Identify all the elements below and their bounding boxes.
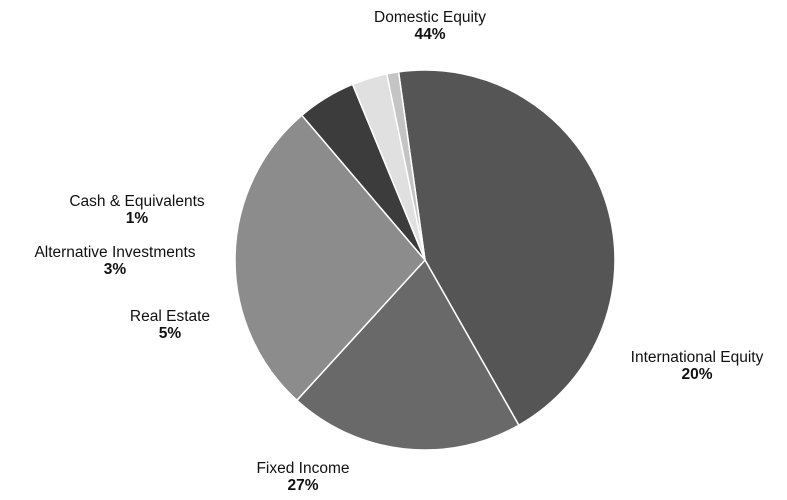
slice-cash-and-equivalents xyxy=(385,71,426,261)
slice-label-alternative-investments: Alternative Investments xyxy=(34,244,195,261)
slice-percent-alternative-investments: 3% xyxy=(104,261,127,278)
slice-percent-fixed-income: 27% xyxy=(287,477,318,494)
slice-label-international-equity: International Equity xyxy=(631,349,764,366)
pie-slices xyxy=(234,69,616,451)
slice-label-domestic-equity: Domestic Equity xyxy=(374,9,486,26)
slice-percent-international-equity: 20% xyxy=(681,366,712,383)
slice-international-equity xyxy=(295,258,520,451)
slice-percent-domestic-equity: 44% xyxy=(414,26,445,43)
slice-percent-cash-and-equivalents: 1% xyxy=(126,210,149,227)
slice-fixed-income xyxy=(234,114,426,402)
slice-label-cash-and-equivalents: Cash & Equivalents xyxy=(69,193,205,210)
slice-label-real-estate: Real Estate xyxy=(130,308,210,325)
slice-domestic-equity xyxy=(397,69,616,427)
slice-label-fixed-income: Fixed Income xyxy=(256,460,349,477)
slice-percent-real-estate: 5% xyxy=(159,325,182,342)
